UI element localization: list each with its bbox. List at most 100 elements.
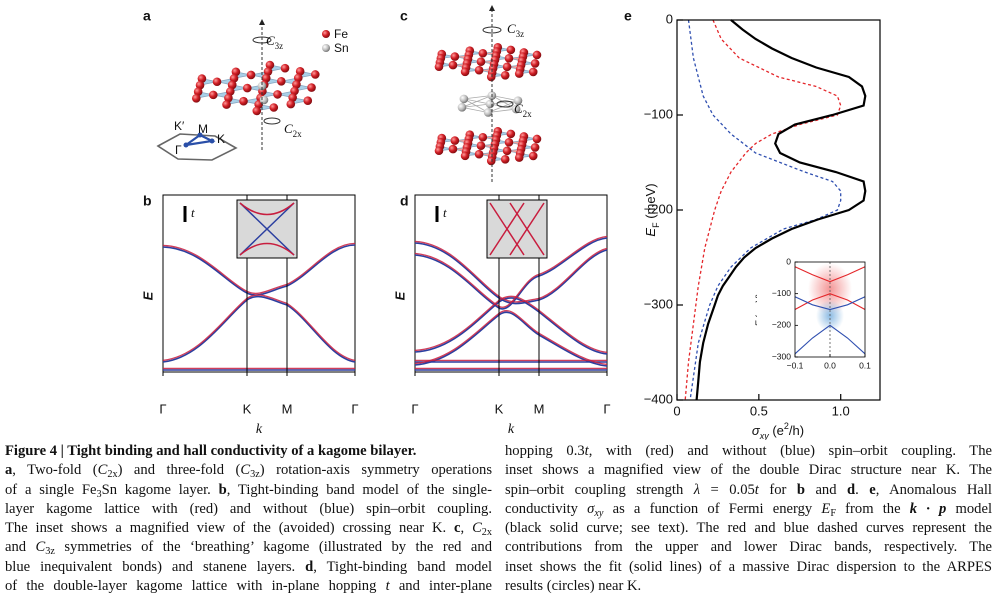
scale-label: t — [191, 205, 195, 220]
inset-bands — [489, 202, 545, 256]
rotation-ring — [263, 117, 281, 125]
caption-text: of a single Fe — [5, 481, 97, 498]
caption-text: ) rotation-axis symmetry operations — [259, 462, 493, 479]
y-tick-label: −100 — [772, 288, 791, 298]
fe-atom — [231, 67, 241, 77]
x-tick-label: Γ — [411, 401, 418, 416]
sn-atom — [257, 81, 267, 91]
bands — [162, 242, 356, 371]
fe-atom — [528, 67, 538, 77]
panel-label: a — [143, 8, 151, 24]
panel-label: b — [143, 193, 152, 209]
fe-atom — [290, 86, 299, 96]
series-line — [794, 266, 866, 283]
fe-atom — [292, 80, 301, 89]
sn-atom — [513, 96, 523, 105]
subscript: 3z — [516, 29, 525, 39]
caption-text: t — [385, 578, 390, 595]
symbol: C — [514, 101, 523, 116]
panel-a: C3z C2x Fe Sn K′ M K Γ — [156, 19, 349, 161]
fe-atom — [506, 45, 516, 55]
symmetry-label: C2x — [514, 101, 532, 119]
inset-box — [486, 199, 548, 259]
caption-text: a — [5, 462, 13, 479]
y-tick-label: −200 — [772, 320, 791, 330]
caption-line: spin–orbit coupling strength λ = 0.05t f… — [505, 481, 992, 500]
bond — [463, 98, 489, 113]
fe-atom — [212, 77, 222, 87]
fe-atom — [261, 73, 271, 83]
k-point — [183, 142, 189, 148]
bond — [463, 95, 492, 100]
caption-text: = 0.05 — [700, 481, 755, 498]
caption-line: and C3z symmetries of the ‘breathing’ ka… — [5, 538, 492, 557]
sn-atom — [483, 108, 493, 117]
caption-text: contributions from the upper and lower D… — [505, 539, 992, 556]
fe-atom — [448, 144, 458, 154]
fe-atom — [263, 67, 273, 76]
y-axis-label: E — [392, 291, 407, 300]
x-tick-label: M — [282, 401, 293, 416]
arpes-intensity — [808, 262, 852, 315]
caption-text: , Two-fold ( — [12, 462, 98, 479]
unit: /h) — [789, 423, 804, 438]
rotation-ring — [496, 100, 514, 108]
caption-text: for — [758, 481, 797, 498]
fe-atom — [434, 62, 444, 72]
panel-label: d — [400, 193, 409, 209]
inset-band — [509, 202, 545, 256]
caption-text: and — [5, 539, 36, 556]
fe-atom — [307, 83, 316, 92]
caption-text: xy — [594, 507, 604, 519]
band-with-soc — [414, 295, 608, 354]
legend-swatch — [322, 44, 330, 52]
caption-text: d — [305, 558, 314, 575]
fe-atom — [208, 90, 218, 100]
fe-atom — [246, 70, 256, 80]
fe-atom — [504, 54, 514, 63]
fe-atom — [224, 93, 233, 103]
caption-text: 3z — [250, 469, 260, 481]
k-point — [209, 138, 215, 144]
caption-line: of a single Fe3Sn kagome layer. b, Tight… — [5, 481, 492, 500]
legend-label: Sn — [334, 41, 349, 55]
band-without-soc — [414, 242, 608, 305]
rotation-ring — [482, 26, 502, 34]
caption-line: The inset shows a magnified view of the … — [5, 519, 492, 538]
caption-text: and inter-plane — [389, 578, 492, 595]
series-line — [794, 296, 866, 311]
y-tick-label: 0 — [666, 11, 673, 26]
caption-text: b — [218, 481, 227, 498]
caption-line: a, Two-fold (C2x) and three-fold (C3z) r… — [5, 461, 492, 480]
fe-atom — [450, 136, 460, 145]
caption-text: hopping 0.3 — [505, 443, 585, 459]
k-label: M — [198, 122, 208, 136]
x-tick-label: −0.1 — [787, 360, 804, 370]
series-line — [695, 19, 867, 401]
fe-atom — [239, 96, 248, 106]
bond — [491, 95, 517, 110]
caption-text: t — [584, 443, 589, 459]
caption-text: of the double-layer kagome lattice with … — [5, 578, 386, 595]
inset-band — [489, 202, 525, 256]
x-tick-label: 0.5 — [750, 403, 768, 418]
x-tick-label: 0 — [673, 403, 680, 418]
caption-text: conductivity — [505, 500, 588, 517]
fe-atom — [434, 146, 444, 156]
series-line — [684, 19, 842, 401]
scale-label: t — [443, 205, 447, 220]
caption-text: blue inequivalent bonds) and stanene lay… — [5, 558, 306, 575]
fe-atom — [486, 72, 496, 82]
subscript: 3z — [275, 41, 284, 51]
unit: (e — [769, 423, 784, 438]
caption-text: model — [946, 500, 992, 517]
inset-band — [239, 202, 295, 256]
caption-text: Figure 4 | Tight binding and hall conduc… — [5, 443, 417, 459]
caption-text: σ — [587, 500, 595, 517]
fe-atom — [476, 57, 486, 67]
fe-atom — [502, 146, 512, 156]
superscript: 2 — [784, 421, 789, 431]
fe-atom — [500, 70, 510, 80]
